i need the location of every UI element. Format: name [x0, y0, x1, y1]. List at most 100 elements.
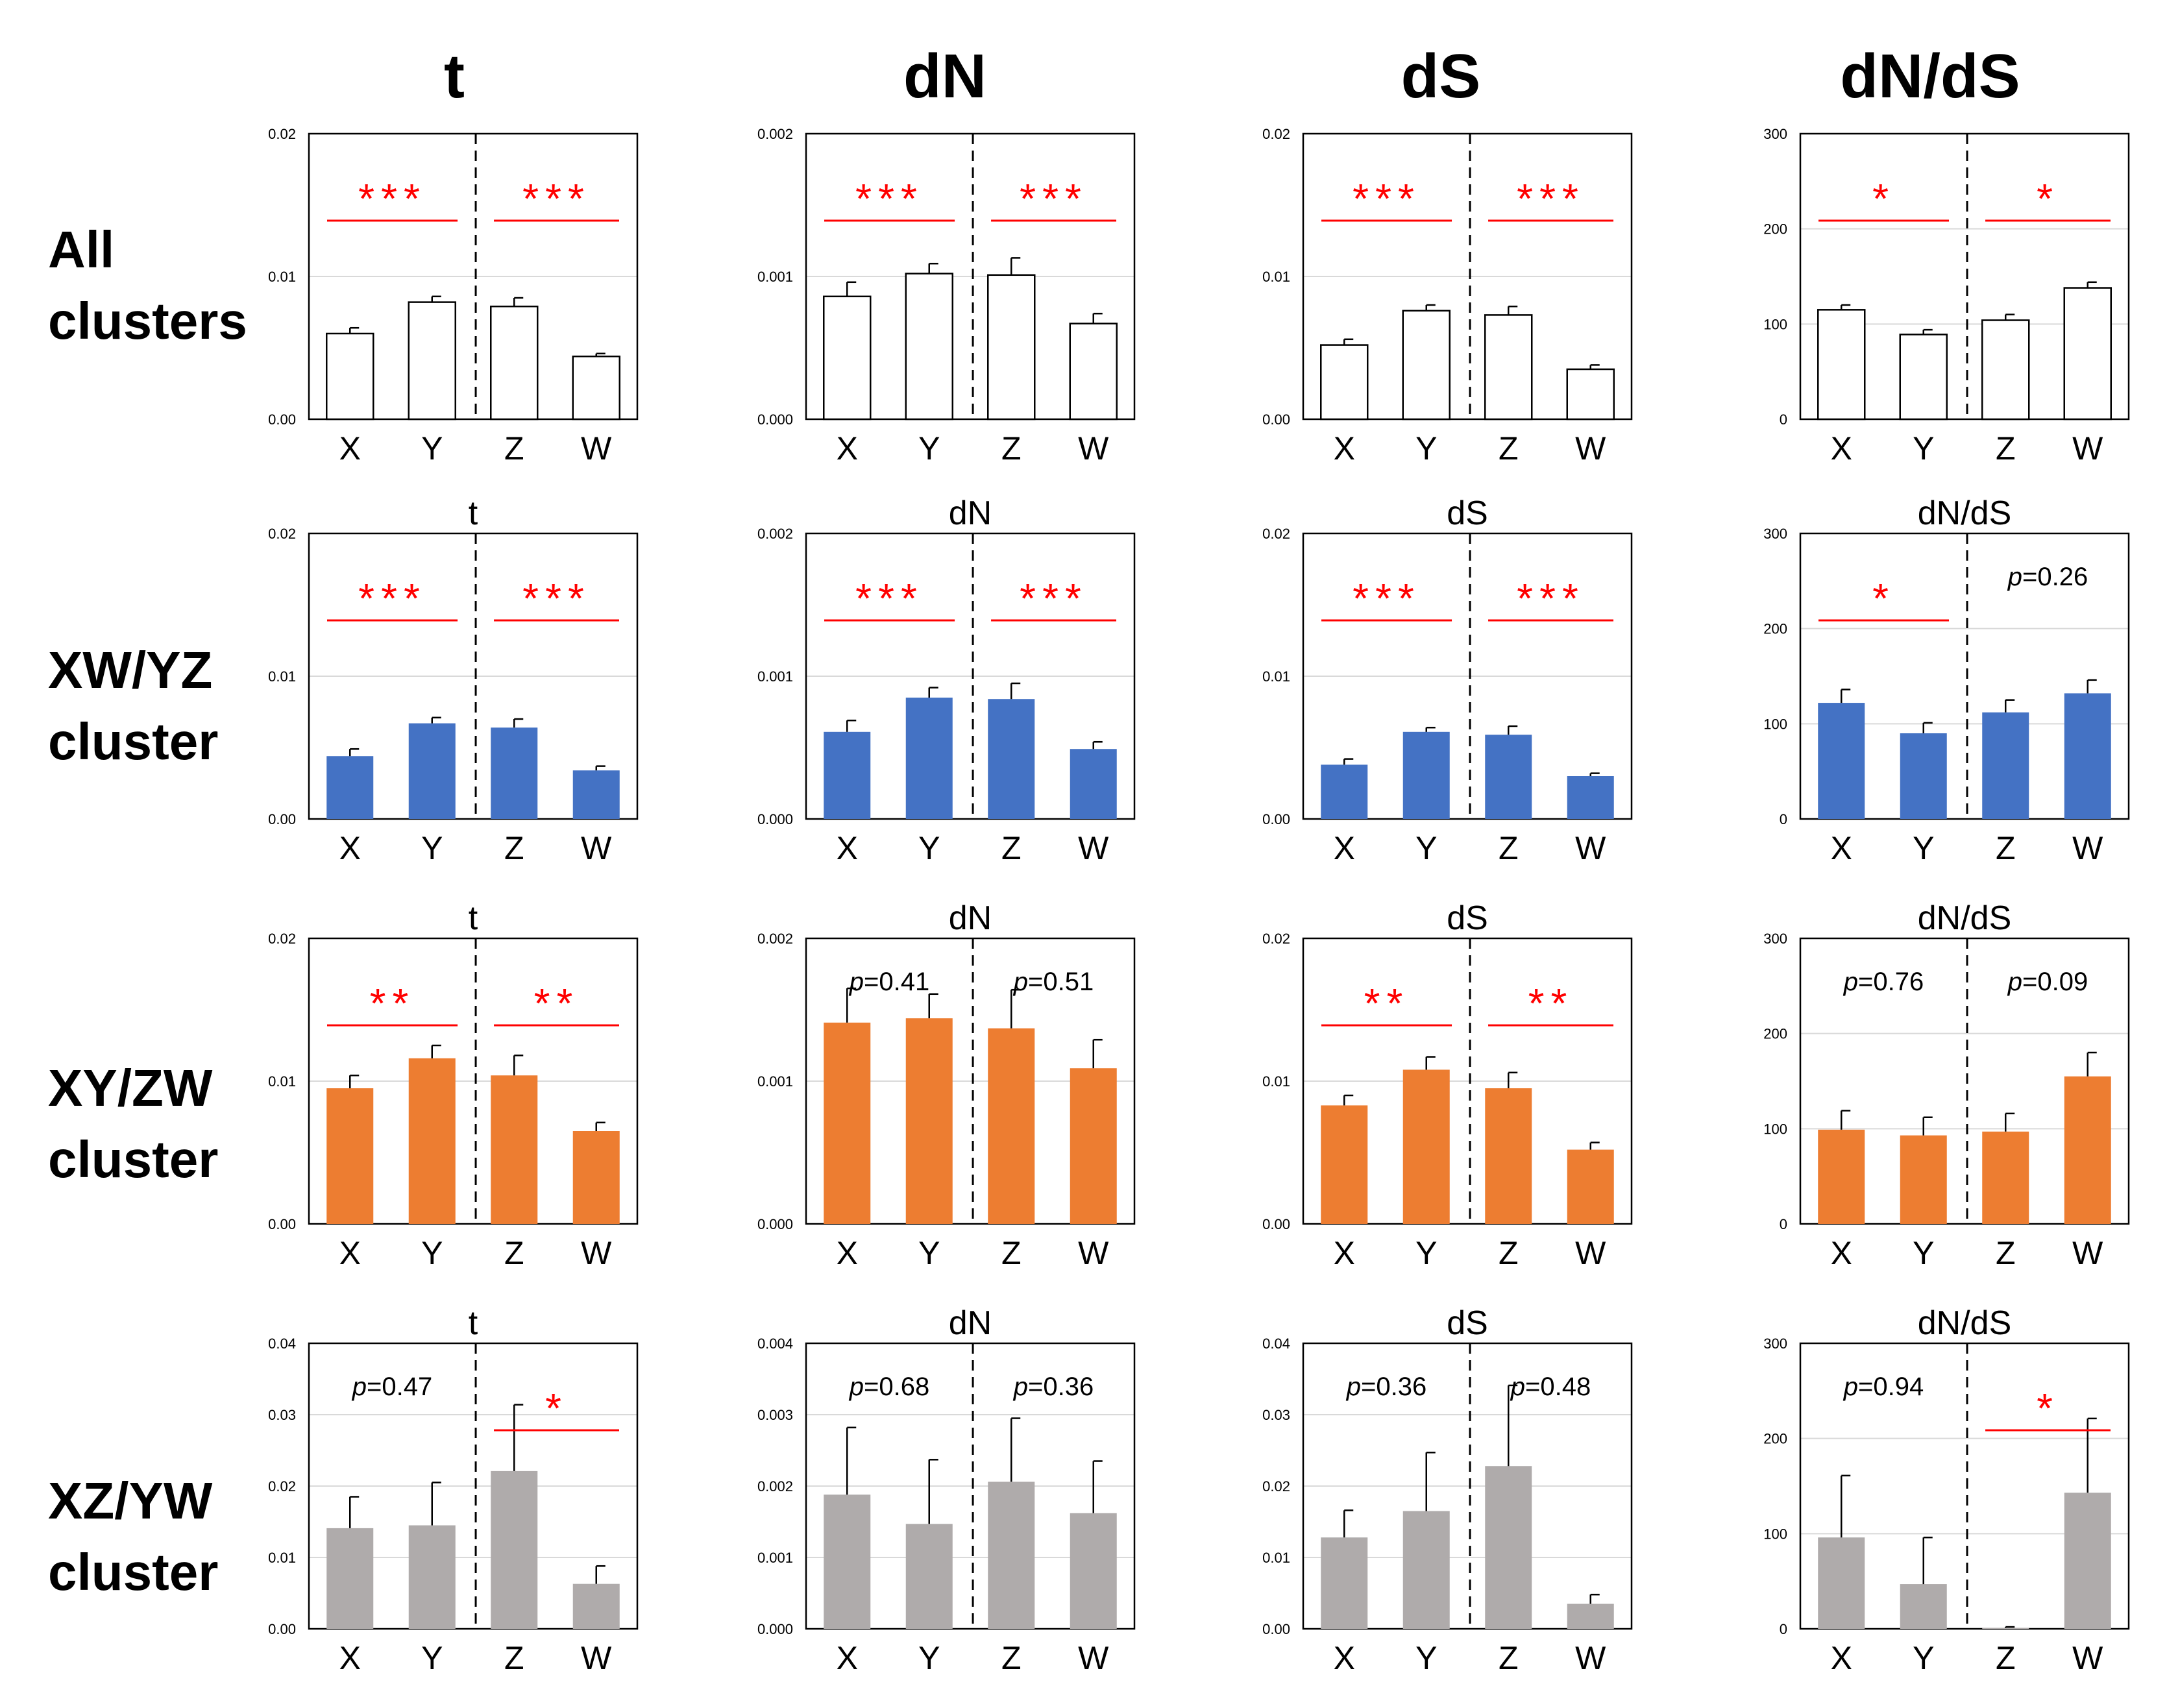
- p-value: 0.68: [879, 1372, 929, 1401]
- y-tick-label: 200: [1763, 1431, 1787, 1447]
- panel-title: t: [469, 494, 478, 532]
- x-tick-label: Y: [421, 1640, 443, 1676]
- significance-stars: ***: [855, 575, 924, 622]
- y-tick-label: 0.03: [268, 1407, 296, 1423]
- y-tick-label: 0.01: [1262, 1550, 1290, 1566]
- bar: [326, 756, 374, 819]
- x-tick-label: X: [1334, 1640, 1355, 1676]
- plot-frame: [308, 132, 639, 421]
- chart-panel: 0 100 200 300 X Y Z WdN/dS p=0.76 p=0.09: [1763, 899, 2130, 1271]
- bar: [1566, 368, 1615, 421]
- bar: [823, 295, 872, 421]
- bar: [1321, 764, 1368, 819]
- bar: [2064, 1493, 2111, 1629]
- x-tick-label: X: [1334, 430, 1355, 467]
- y-tick-label: 0.000: [757, 1621, 793, 1637]
- bar: [905, 698, 953, 819]
- y-tick-label: 0.001: [757, 1550, 793, 1566]
- panel-title: dS: [1447, 494, 1488, 532]
- y-tick-label: 0.000: [757, 1216, 793, 1232]
- bar: [572, 1583, 620, 1629]
- plot-frame: [805, 1342, 1136, 1630]
- bar: [1320, 344, 1369, 421]
- x-tick-label: Y: [1415, 1235, 1437, 1271]
- significance-stars: ***: [1020, 175, 1088, 222]
- significance-stars: *: [545, 1385, 568, 1432]
- x-tick-label: Y: [918, 430, 940, 467]
- y-tick-label: 0: [1780, 1621, 1787, 1637]
- x-tick-label: X: [1831, 1640, 1852, 1676]
- significance-stars: ***: [358, 175, 426, 222]
- y-tick-label: 0.02: [268, 126, 296, 142]
- plot-frame: [308, 532, 639, 820]
- chart-panel: 0.000 0.001 0.002 X Y Z W *** ***: [757, 126, 1136, 467]
- row-label: cluster: [48, 713, 218, 770]
- x-tick-label: Y: [421, 430, 443, 467]
- chart-panel: 0.00 0.01 0.02 0.03 0.04 X Y Z Wt p=0.47 *: [268, 1304, 639, 1676]
- y-tick-label: 300: [1763, 1336, 1787, 1352]
- y-tick-label: 0.04: [268, 1336, 296, 1352]
- y-tick-label: 300: [1763, 931, 1787, 947]
- plot-frame: [805, 937, 1136, 1225]
- bar: [572, 770, 620, 819]
- y-tick-label: 0.02: [268, 931, 296, 947]
- chart-panel: 0.00 0.01 0.02 0.03 0.04 X Y Z WdS p=0.36 p=0.48: [1262, 1304, 1633, 1676]
- x-tick-label: Y: [1415, 430, 1437, 467]
- y-tick-label: 300: [1763, 126, 1787, 142]
- row-label: XY/ZW: [48, 1059, 213, 1117]
- bar: [2064, 1076, 2111, 1224]
- bar: [1817, 309, 1866, 421]
- y-tick-label: 0.00: [268, 1216, 296, 1232]
- p-value-label: p=0.41: [849, 968, 929, 996]
- x-tick-label: X: [339, 1235, 361, 1271]
- x-tick-label: X: [837, 1235, 858, 1271]
- y-tick-label: 0.02: [268, 526, 296, 542]
- significance-stars: **: [370, 980, 415, 1027]
- significance-stars: **: [534, 980, 580, 1027]
- p-value: 0.36: [1043, 1372, 1094, 1401]
- p-value-label: p=0.51: [1013, 968, 1094, 996]
- x-tick-label: Z: [1499, 1640, 1519, 1676]
- panel-title: t: [469, 1304, 478, 1342]
- x-tick-label: Y: [918, 830, 940, 866]
- y-tick-label: 0.02: [1262, 126, 1290, 142]
- bar: [1982, 1628, 2029, 1629]
- x-tick-label: W: [2072, 830, 2103, 866]
- x-tick-label: W: [1575, 830, 1606, 866]
- plot-frame: [1302, 532, 1633, 820]
- bar: [408, 723, 456, 819]
- chart-panel: 0.00 0.01 0.02 X Y Z W *** ***: [1262, 126, 1633, 467]
- row-label: clusters: [48, 292, 247, 350]
- x-tick-label: X: [1831, 430, 1852, 467]
- p-value: 0.76: [1873, 968, 1924, 996]
- bar: [1485, 1088, 1532, 1224]
- x-tick-label: Z: [1001, 1235, 1022, 1271]
- bar: [408, 301, 456, 421]
- x-tick-label: X: [339, 830, 361, 866]
- p-value: 0.51: [1043, 968, 1094, 996]
- x-tick-label: W: [1078, 1640, 1109, 1676]
- x-tick-label: W: [1575, 1235, 1606, 1271]
- y-tick-label: 0.01: [1262, 1073, 1290, 1090]
- y-tick-label: 100: [1763, 1526, 1787, 1542]
- significance-stars: *: [2037, 1385, 2059, 1432]
- x-tick-label: Y: [1913, 1640, 1934, 1676]
- y-tick-label: 0.03: [1262, 1407, 1290, 1423]
- x-tick-label: X: [1831, 1235, 1852, 1271]
- plot-frame: [1302, 132, 1633, 421]
- bar: [905, 1018, 953, 1224]
- panel-title: dS: [1447, 1304, 1488, 1342]
- bar: [326, 1088, 374, 1224]
- p-value: 0.47: [382, 1372, 432, 1401]
- y-tick-label: 0.002: [757, 126, 793, 142]
- x-tick-label: Y: [1415, 1640, 1437, 1676]
- x-tick-label: W: [581, 430, 612, 467]
- p-value-label: p=0.36: [1013, 1372, 1094, 1401]
- chart-panel: 0.00 0.01 0.02 X Y Z Wt ** **: [268, 899, 639, 1271]
- panel-title: dS: [1447, 899, 1488, 937]
- bar: [1567, 1149, 1614, 1224]
- x-tick-label: Z: [1001, 430, 1022, 467]
- y-tick-label: 0.001: [757, 1073, 793, 1090]
- y-tick-label: 200: [1763, 221, 1787, 238]
- bar: [1402, 310, 1451, 421]
